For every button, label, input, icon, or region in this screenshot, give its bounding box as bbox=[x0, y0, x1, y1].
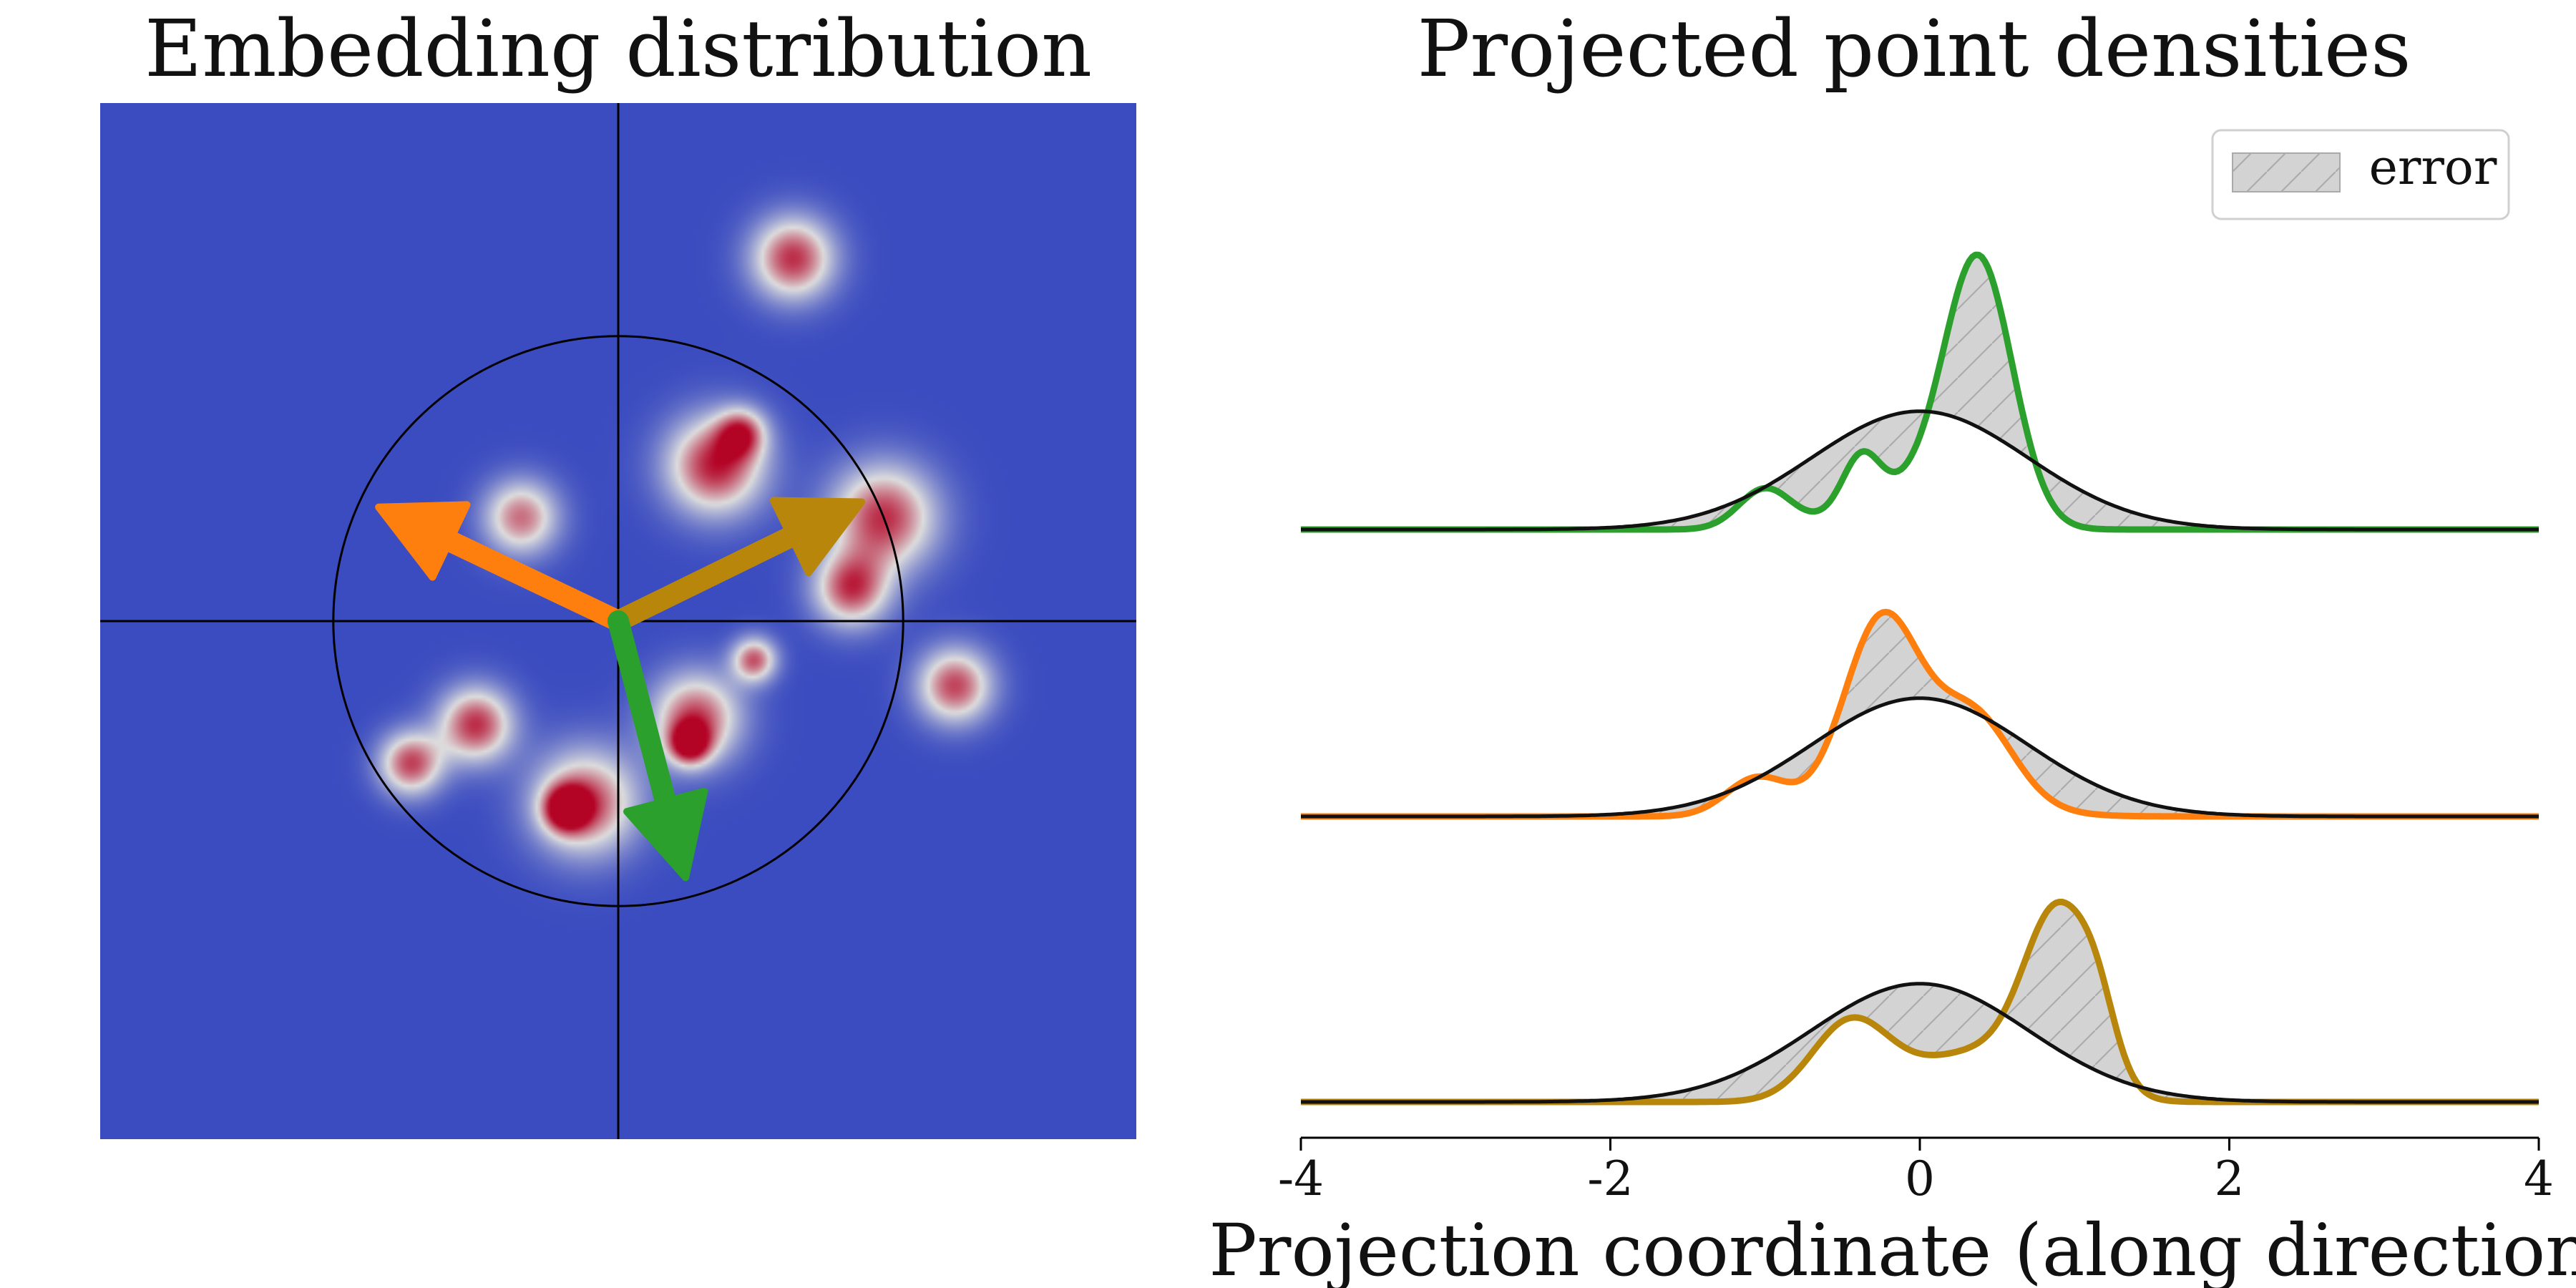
heatmap-panel bbox=[100, 103, 1136, 1139]
density-ridge bbox=[1300, 899, 2540, 1106]
error-area-hatch bbox=[1301, 255, 2539, 530]
x-axis: -4 -2 0 2 4 bbox=[1278, 1136, 2554, 1206]
error-area bbox=[1301, 255, 2539, 530]
arrow-head bbox=[375, 501, 471, 581]
error-area bbox=[1301, 612, 2539, 816]
density-ridge bbox=[1300, 608, 2540, 820]
density-title: Projected point densities bbox=[1417, 3, 2411, 94]
heatmap-title: Embedding distribution bbox=[145, 3, 1092, 94]
series-density-line bbox=[1300, 251, 2540, 533]
reference-gaussian-line bbox=[1301, 409, 2539, 532]
x-tick-label: 0 bbox=[1905, 1151, 1935, 1206]
error-area-hatch bbox=[1301, 612, 2539, 816]
arrow-head bbox=[769, 497, 866, 577]
unit-circle bbox=[332, 335, 904, 907]
arrow-shaft bbox=[608, 522, 809, 632]
x-tick-label: 4 bbox=[2524, 1151, 2554, 1206]
arrow-shaft bbox=[432, 527, 629, 632]
error-area-hatch bbox=[1301, 902, 2539, 1102]
projection-arrow bbox=[608, 497, 866, 632]
arrow-shaft bbox=[608, 610, 678, 819]
x-tick-label: 2 bbox=[2215, 1151, 2245, 1206]
x-tick-label: -2 bbox=[1587, 1151, 1633, 1206]
legend: error bbox=[2211, 129, 2510, 220]
legend-label: error bbox=[2369, 140, 2497, 196]
density-plot bbox=[1300, 251, 2540, 1106]
reference-gaussian-line bbox=[1301, 982, 2539, 1104]
projection-arrow bbox=[375, 501, 629, 632]
reference-gaussian-line bbox=[1301, 696, 2539, 819]
series-density-line bbox=[1300, 608, 2540, 820]
legend-swatch-hatch bbox=[2233, 153, 2340, 192]
x-tick-label: -4 bbox=[1278, 1151, 1324, 1206]
x-axis-label: Projection coordinate (along direction) bbox=[1209, 1209, 2576, 1288]
arrow-head bbox=[623, 787, 708, 882]
projection-arrow bbox=[608, 610, 708, 882]
density-ridge bbox=[1300, 251, 2540, 533]
